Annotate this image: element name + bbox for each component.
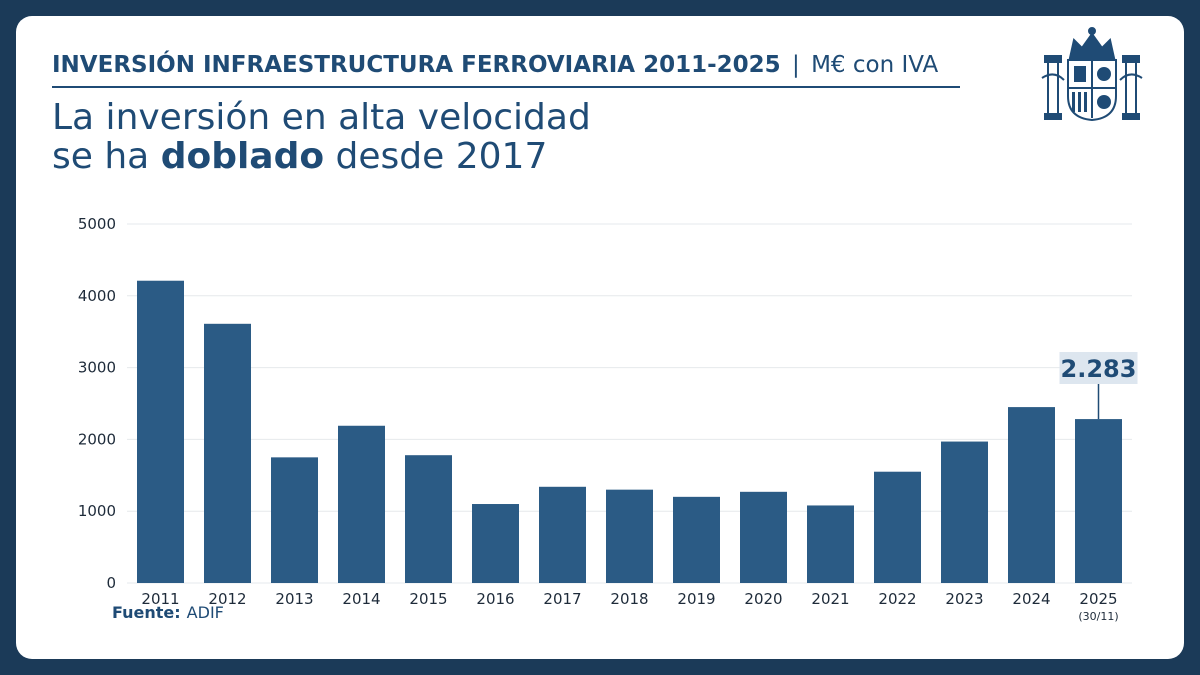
- bar-2014: [338, 425, 385, 583]
- x-tick-label-2024: 2024: [1012, 590, 1050, 608]
- y-tick-label-3000: 3000: [78, 359, 116, 377]
- x-tick-note-2025: (30/11): [1078, 610, 1118, 623]
- x-tick-label-2014: 2014: [342, 590, 380, 608]
- y-tick-label-1000: 1000: [78, 502, 116, 520]
- header-unit: M€ con IVA: [811, 52, 939, 78]
- header-separator: |: [792, 52, 800, 78]
- source-note: Fuente: ADIF: [112, 603, 224, 622]
- bar-2018: [606, 489, 653, 583]
- header-title: INVERSIÓN INFRAESTRUCTURA FERROVIARIA 20…: [52, 52, 781, 78]
- header-divider: [52, 86, 960, 88]
- spain-coat-of-arms-icon: [1041, 27, 1143, 122]
- bar-2020: [740, 491, 787, 583]
- y-tick-label-0: 0: [106, 574, 116, 592]
- y-tick-label-2000: 2000: [78, 430, 116, 448]
- x-tick-label-2019: 2019: [677, 590, 715, 608]
- callout-value-label: 2.283: [1061, 355, 1137, 383]
- x-tick-label-2011: 2011: [141, 590, 179, 608]
- x-tick-label-2016: 2016: [476, 590, 514, 608]
- x-tick-label-2023: 2023: [945, 590, 983, 608]
- chart-header: INVERSIÓN INFRAESTRUCTURA FERROVIARIA 20…: [52, 52, 938, 78]
- source-value: ADIF: [186, 603, 224, 622]
- bar-2015: [405, 455, 452, 583]
- bar-2023: [941, 441, 988, 583]
- bar-2021: [807, 505, 854, 583]
- x-axis-tick-labels: 2011 2012 2013 2014 2015 2016 2017 2018 2019 2020…: [141, 590, 1118, 623]
- value-callout: 2.283: [1059, 352, 1138, 420]
- callout-box: [1059, 352, 1138, 384]
- x-tick-label-2015: 2015: [409, 590, 447, 608]
- bar-2019: [673, 496, 720, 583]
- headline-bold: doblado: [160, 136, 325, 177]
- headline: La inversión en alta velocidad se ha dob…: [52, 98, 591, 176]
- bar-2017: [539, 486, 586, 583]
- x-tick-label-2017: 2017: [543, 590, 581, 608]
- bar-2013: [271, 457, 318, 583]
- x-tick-label-2022: 2022: [878, 590, 916, 608]
- x-tick-label-2018: 2018: [610, 590, 648, 608]
- y-tick-label-4000: 4000: [78, 287, 116, 305]
- bar-2025: [1075, 419, 1122, 583]
- headline-line-2: se ha doblado desde 2017: [52, 137, 591, 176]
- y-tick-label-5000: 5000: [78, 215, 116, 233]
- x-tick-label-2020: 2020: [744, 590, 782, 608]
- bars: [137, 280, 1122, 583]
- headline-post: desde 2017: [335, 136, 548, 177]
- bar-2016: [472, 504, 519, 583]
- y-axis-tick-labels: 0 1000 2000 3000 4000 5000: [78, 215, 116, 592]
- x-tick-label-2025: 2025: [1079, 590, 1117, 608]
- x-tick-label-2012: 2012: [208, 590, 246, 608]
- x-tick-label-2021: 2021: [811, 590, 849, 608]
- bar-2011: [137, 280, 184, 583]
- bar-2012: [204, 323, 251, 583]
- headline-line-1: La inversión en alta velocidad: [52, 97, 591, 138]
- bar-2022: [874, 471, 921, 583]
- headline-pre: se ha: [52, 136, 150, 177]
- x-tick-label-2013: 2013: [275, 590, 313, 608]
- bar-2024: [1008, 407, 1055, 583]
- source-label: Fuente:: [112, 603, 181, 622]
